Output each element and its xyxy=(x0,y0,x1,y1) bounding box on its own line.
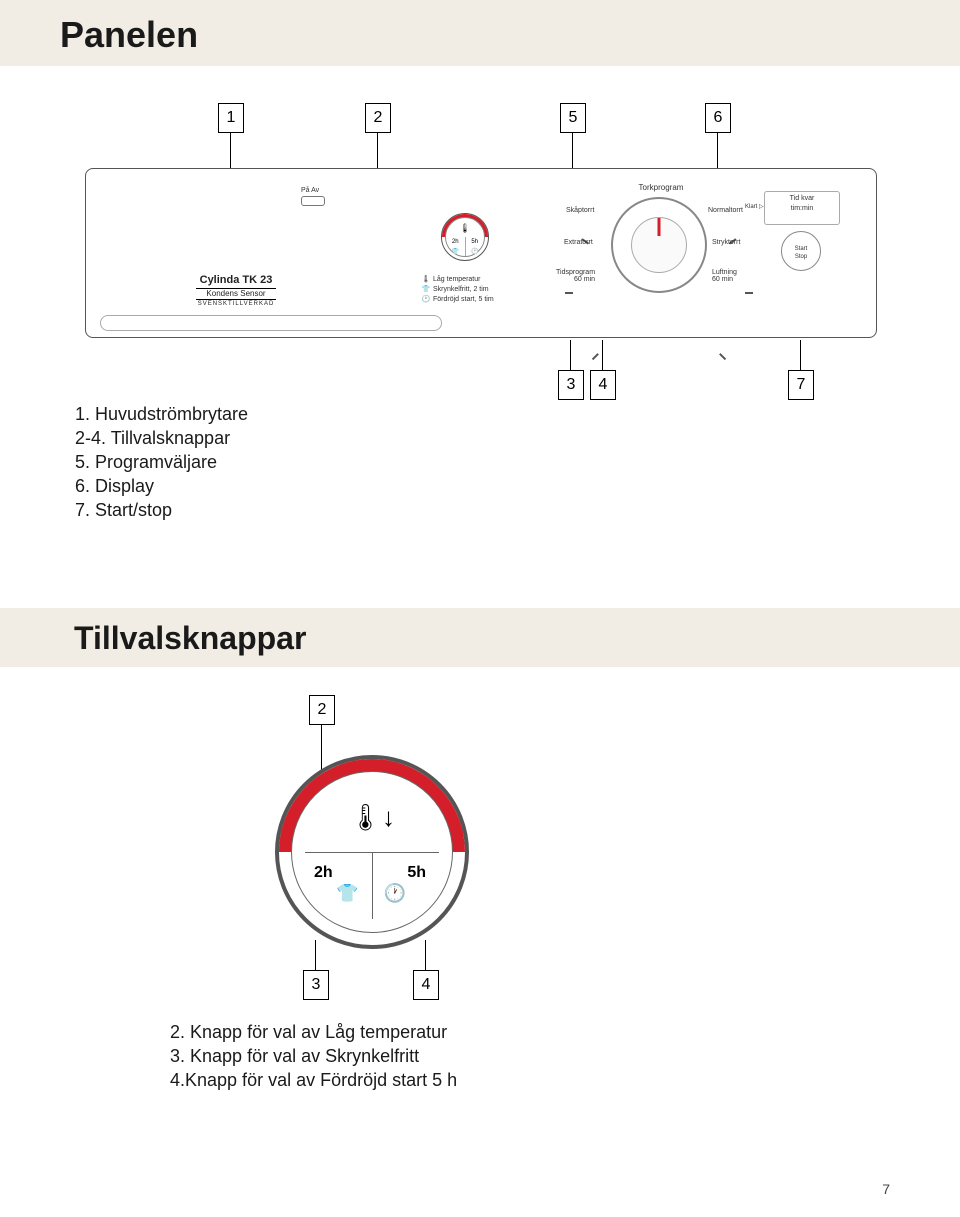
legend-row: 🕐Fördröjd start, 5 tim xyxy=(421,295,494,305)
page: Panelen 1 2 5 6 På Av Cylinda TK 23 Kond… xyxy=(0,0,960,1217)
power-switch: På Av xyxy=(301,187,325,206)
list-item: 2. Knapp för val av Låg temperatur xyxy=(170,1020,457,1044)
legend-block: 🌡Låg temperatur 👕Skrynkelfritt, 2 tim 🕐F… xyxy=(421,275,494,305)
section1-title: Panelen xyxy=(60,14,960,56)
list-item: 4.Knapp för val av Fördröjd start 5 h xyxy=(170,1068,457,1092)
callout-3: 3 xyxy=(558,370,584,400)
leader-line xyxy=(315,940,316,970)
list-item: 5. Programväljare xyxy=(75,450,248,474)
option-dial-small: 🌡 2h👕 5h🕐 xyxy=(441,213,489,261)
program-dial-title: Torkprogram xyxy=(631,183,691,192)
brand-sub: Kondens Sensor xyxy=(196,288,276,300)
list-item: 6. Display xyxy=(75,474,248,498)
label-2h: 2h xyxy=(314,864,333,882)
dial-label: Extratorrt xyxy=(564,239,593,246)
dial-label: Skåptorrt xyxy=(566,207,594,214)
legend-row: 👕Skrynkelfritt, 2 tim xyxy=(421,285,494,295)
display-line1: Tid kvar xyxy=(790,195,815,202)
mini-5h: 5h🕐 xyxy=(466,237,485,256)
control-panel: På Av Cylinda TK 23 Kondens Sensor SVENS… xyxy=(85,168,877,338)
callout-7: 7 xyxy=(788,370,814,400)
dial-label: Tidsprogram 60 min xyxy=(556,269,595,283)
leader-line xyxy=(425,940,426,970)
brand-block: Cylinda TK 23 Kondens Sensor SVENSKTILLV… xyxy=(166,274,306,307)
thermometer-icon: 🌡↓ xyxy=(292,802,452,833)
dial-knob xyxy=(631,217,687,273)
mini-2h-label: 2h xyxy=(452,239,459,245)
dial-label: Normaltorrt xyxy=(708,207,743,214)
mini-2h: 2h👕 xyxy=(446,237,466,256)
start-stop-button: Start Stop xyxy=(781,231,821,271)
legend-text: Låg temperatur xyxy=(433,276,480,283)
time-display: Klart ▷ Tid kvar tim:min xyxy=(764,191,840,225)
section2-list: 2. Knapp för val av Låg temperatur 3. Kn… xyxy=(170,1020,457,1092)
section2-title-bar: Tillvalsknappar xyxy=(0,608,960,667)
list-item: 1. Huvudströmbrytare xyxy=(75,402,248,426)
callout-s2-3: 3 xyxy=(303,970,329,1000)
section1-list: 1. Huvudströmbrytare 2-4. Tillvalsknappa… xyxy=(75,402,248,522)
shirt-icon: 👕 xyxy=(336,883,358,904)
callout-6: 6 xyxy=(705,103,731,133)
clock-icon: 🕐 xyxy=(384,883,406,904)
callout-1: 1 xyxy=(218,103,244,133)
thermometer-icon: 🌡 xyxy=(446,223,484,234)
section2-title: Tillvalsknappar xyxy=(74,620,960,657)
vertical-line xyxy=(372,852,373,919)
dial-label: Luftning 60 min xyxy=(712,269,737,283)
list-item: 3. Knapp för val av Skrynkelfritt xyxy=(170,1044,457,1068)
callout-s2-4: 4 xyxy=(413,970,439,1000)
display-line2: tim:min xyxy=(791,205,814,212)
legend-text: Fördröjd start, 5 tim xyxy=(433,296,494,303)
legend-text: Skrynkelfritt, 2 tim xyxy=(433,286,489,293)
program-dial xyxy=(611,197,707,293)
page-number: 7 xyxy=(882,1181,890,1197)
callout-4: 4 xyxy=(590,370,616,400)
leader-line xyxy=(602,340,603,370)
brand-sub2: SVENSKTILLVERKAD xyxy=(166,301,306,307)
dial-label: Stryktorrt xyxy=(712,239,740,246)
leader-line xyxy=(800,340,801,370)
list-item: 2-4. Tillvalsknappar xyxy=(75,426,248,450)
dial-inner: 🌡↓ 2h 5h 👕 🕐 xyxy=(291,771,453,933)
dial-inner: 🌡 2h👕 5h🕐 xyxy=(445,217,485,257)
label-5h: 5h xyxy=(407,864,426,882)
legend-row: 🌡Låg temperatur xyxy=(421,275,494,285)
start-label: Start xyxy=(795,246,808,252)
brand-text: Cylinda TK 23 xyxy=(200,274,273,286)
stop-label: Stop xyxy=(795,254,807,260)
leader-line xyxy=(570,340,571,370)
list-item: 7. Start/stop xyxy=(75,498,248,522)
drawer-outline xyxy=(100,315,442,331)
callout-s2-2: 2 xyxy=(309,695,335,725)
mini-5h-label: 5h xyxy=(471,239,478,245)
klart-label: Klart ▷ xyxy=(745,202,764,212)
callout-2: 2 xyxy=(365,103,391,133)
option-dial-large: 🌡↓ 2h 5h 👕 🕐 xyxy=(275,755,469,949)
section1-title-bar: Panelen xyxy=(0,0,960,66)
callout-5: 5 xyxy=(560,103,586,133)
